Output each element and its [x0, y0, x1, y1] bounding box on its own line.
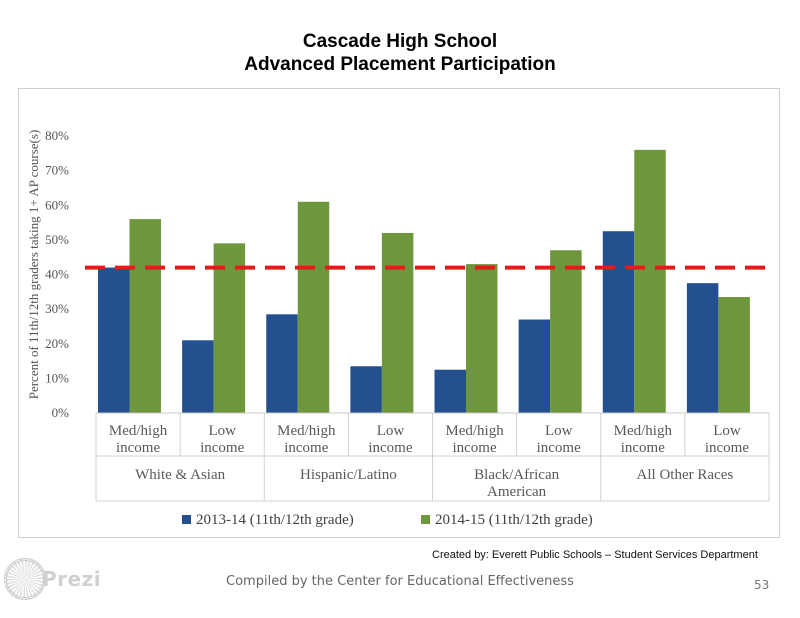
y-tick-label: 10% — [45, 370, 69, 385]
chart-title-line-1: Cascade High School — [302, 31, 498, 52]
bar — [434, 369, 466, 413]
legend-swatch — [182, 515, 191, 524]
bar — [686, 283, 719, 413]
y-tick-label: 60% — [45, 197, 69, 212]
category-label: income — [621, 440, 665, 456]
legend-label: 2014-15 (11th/12th grade) — [435, 512, 593, 528]
category-label: income — [284, 440, 328, 456]
bar — [602, 231, 635, 413]
category-label: Med/high — [277, 423, 336, 439]
bar — [718, 297, 750, 413]
category-label: Low — [208, 423, 236, 439]
category-label: income — [452, 440, 496, 456]
group-label: American — [487, 484, 547, 500]
bar — [129, 219, 161, 413]
y-tick-label: 30% — [45, 301, 69, 316]
legend-label: 2013-14 (11th/12th grade) — [196, 512, 354, 528]
bar — [466, 264, 498, 413]
bar — [381, 232, 414, 413]
bar — [634, 149, 666, 413]
group-label: Black/African — [474, 467, 559, 483]
group-label: All Other Races — [637, 467, 734, 483]
compiled-by-text: Compiled by the Center for Educational E… — [226, 574, 574, 589]
category-label: Med/high — [109, 423, 168, 439]
bar — [213, 243, 246, 413]
y-tick-label: 70% — [45, 163, 69, 178]
y-tick-label: 50% — [45, 232, 69, 247]
bar — [297, 201, 330, 413]
category-label: Low — [713, 423, 741, 439]
y-tick-label: 0% — [52, 405, 70, 420]
bar-chart: 0% 10% 20% 30% 40% 50% 60% 70% 80% Percent of 11t… — [26, 128, 770, 528]
bar — [182, 340, 214, 413]
y-tick-label: 20% — [45, 336, 69, 351]
y-tick-label: 40% — [45, 267, 69, 282]
group-label: White & Asian — [135, 467, 225, 483]
bar — [266, 314, 298, 413]
bar — [550, 250, 582, 413]
prezi-logo-text: Prezi — [42, 567, 102, 591]
category-label: Med/high — [614, 423, 673, 439]
bar — [518, 319, 551, 413]
bar — [98, 267, 130, 413]
prezi-logo-icon — [4, 558, 46, 600]
chart-frame: 0% 10% 20% 30% 40% 50% 60% 70% 80% Percent of 11t… — [18, 88, 780, 538]
category-label: Low — [545, 423, 573, 439]
y-axis-title: Percent of 11th/12th graders taking 1+ A… — [26, 130, 41, 400]
bar — [350, 366, 382, 413]
group-label: Hispanic/Latino — [300, 467, 397, 483]
category-label: income — [537, 440, 581, 456]
legend-swatch — [421, 515, 430, 524]
category-label: Low — [377, 423, 405, 439]
category-label: income — [705, 440, 749, 456]
credit-text: Created by: Everett Public Schools – Stu… — [432, 549, 758, 561]
category-label: income — [116, 440, 160, 456]
category-label: income — [368, 440, 412, 456]
chart-title-line-2: Advanced Placement Participation — [244, 54, 556, 75]
page-number: 53 — [754, 578, 770, 592]
y-tick-label: 80% — [45, 128, 69, 143]
category-label: Med/high — [445, 423, 504, 439]
prezi-logo: Prezi — [4, 558, 101, 600]
category-label: income — [200, 440, 244, 456]
